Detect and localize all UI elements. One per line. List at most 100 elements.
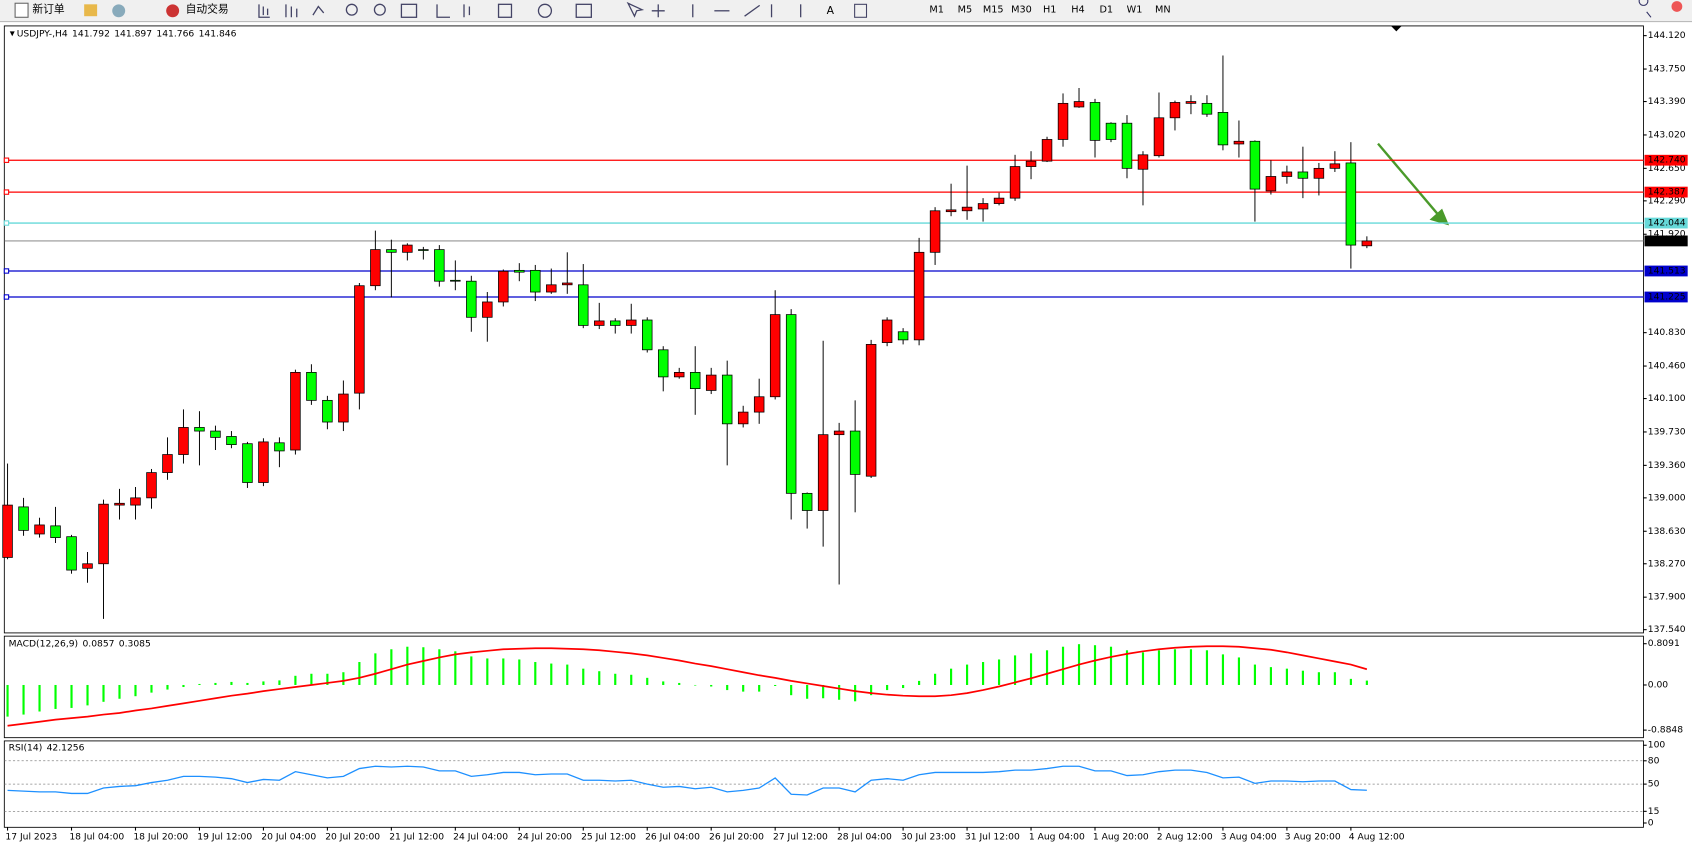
candle-body (945, 209, 957, 213)
candle-body (1073, 101, 1085, 108)
level-handle (3, 157, 10, 163)
timeframe-button[interactable]: D1 (1099, 5, 1113, 16)
candle-body (434, 249, 445, 282)
y-tick-label: 137.900 (1648, 592, 1686, 603)
level-label: 142.740 (1648, 155, 1686, 166)
macd-bar (1269, 667, 1272, 685)
toolbar-bg (0, 0, 1692, 22)
candle-body (929, 210, 941, 253)
macd-bar (838, 684, 841, 700)
candle-body (546, 284, 557, 293)
macd-value: 0.0857 (82, 638, 114, 649)
candle-body (1217, 111, 1229, 146)
candle-body (865, 344, 877, 477)
level-label-bg (1644, 154, 1688, 166)
macd-bar (726, 684, 729, 691)
candle-body (1281, 171, 1293, 177)
macd-bar (1205, 650, 1209, 685)
x-tick-label: 26 Jul 04:00 (645, 832, 700, 843)
candle-body (1297, 171, 1309, 179)
macd-bar (934, 673, 937, 685)
candle-body (897, 331, 909, 341)
x-tick-label: 4 Aug 12:00 (1349, 832, 1405, 843)
level-label: 141.225 (1648, 291, 1686, 302)
candle-body (594, 320, 605, 326)
macd-bar (694, 684, 697, 686)
search-icon[interactable] (1638, 0, 1652, 18)
timeframe-button[interactable]: M5 (958, 5, 973, 16)
notification-badge[interactable] (1671, 1, 1683, 12)
y-tick-label: 143.020 (1648, 129, 1686, 140)
level-handle (3, 294, 10, 300)
candle-body (114, 502, 125, 506)
macd-bar (1093, 645, 1097, 685)
macd-bar (1301, 670, 1304, 685)
macd-bar (854, 684, 857, 702)
candle-body (1169, 102, 1181, 119)
macd-bar (358, 662, 361, 685)
candle-body (705, 374, 717, 391)
rsi-line (7, 765, 1367, 796)
new-order-icon[interactable] (14, 2, 29, 18)
y-tick-label: 143.750 (1648, 64, 1686, 75)
text-tool[interactable]: A (827, 4, 835, 17)
timeframe-button[interactable]: MN (1155, 5, 1171, 16)
arrow-shaft (1377, 142, 1440, 216)
macd-bar (70, 684, 73, 708)
candle-body (306, 371, 317, 401)
auto-trading-button[interactable]: 自动交易 (186, 3, 229, 16)
y-tick-label: 140.460 (1648, 361, 1686, 372)
x-tick-label: 1 Aug 04:00 (1029, 832, 1085, 843)
y-tick-label: 139.730 (1648, 426, 1686, 437)
macd-bar (1317, 672, 1320, 685)
macd-bar (454, 651, 457, 685)
macd-bar (438, 649, 441, 685)
y-tick-label: 140.830 (1648, 327, 1686, 338)
tool-icon[interactable] (112, 4, 126, 18)
x-tick-label: 21 Jul 12:00 (389, 832, 444, 843)
auto-trading-icon[interactable] (166, 4, 180, 18)
level-handle (3, 189, 10, 195)
candle-body (274, 442, 285, 452)
timeframe-button[interactable]: M30 (1011, 5, 1032, 16)
macd-pane (3, 635, 1644, 739)
candle-body (1153, 117, 1165, 157)
timeframe-button[interactable]: M15 (983, 5, 1004, 16)
tool-icon[interactable] (84, 4, 98, 17)
level-handle (3, 220, 10, 226)
candle-body (657, 349, 669, 378)
candle-body (1265, 176, 1277, 192)
macd-bar (582, 668, 585, 685)
candle-body (450, 279, 461, 282)
x-tick-label: 20 Jul 20:00 (325, 832, 380, 843)
candle-body (1185, 101, 1197, 104)
label-tool[interactable] (854, 3, 868, 18)
x-tick-label: 18 Jul 20:00 (133, 832, 188, 843)
x-tick-label: 30 Jul 23:00 (901, 832, 956, 843)
macd-bar (646, 677, 649, 685)
chart-tools[interactable] (258, 1, 802, 18)
macd-bar (198, 683, 201, 685)
macd-bar (742, 684, 745, 692)
macd-bar (182, 684, 185, 688)
macd-bar (502, 658, 505, 685)
timeframes: M1 M5 M15 M30 H1 H4 D1 W1 MN (929, 5, 1170, 16)
trend-arrow (1377, 142, 1450, 226)
macd-bar (246, 682, 249, 685)
timeframe-button[interactable]: H1 (1043, 5, 1056, 16)
level-label-bg (1644, 291, 1688, 303)
x-tick-label: 17 Jul 2023 (5, 832, 57, 843)
timeframe-button[interactable]: H4 (1071, 5, 1084, 16)
timeframe-button[interactable]: M1 (929, 5, 944, 16)
x-tick-label: 24 Jul 20:00 (517, 832, 572, 843)
macd-bar (38, 684, 41, 712)
candle-body (338, 393, 349, 423)
candle-body (689, 371, 701, 390)
macd-bar (214, 682, 217, 685)
new-order-button[interactable]: 新订单 (32, 3, 65, 16)
candle-body (514, 269, 525, 273)
candle-body (1233, 140, 1245, 145)
y-tick-label: 143.390 (1648, 96, 1686, 107)
timeframe-button[interactable]: W1 (1127, 5, 1143, 16)
